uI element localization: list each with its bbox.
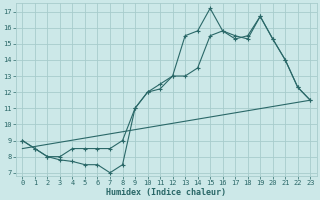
- X-axis label: Humidex (Indice chaleur): Humidex (Indice chaleur): [106, 188, 226, 197]
